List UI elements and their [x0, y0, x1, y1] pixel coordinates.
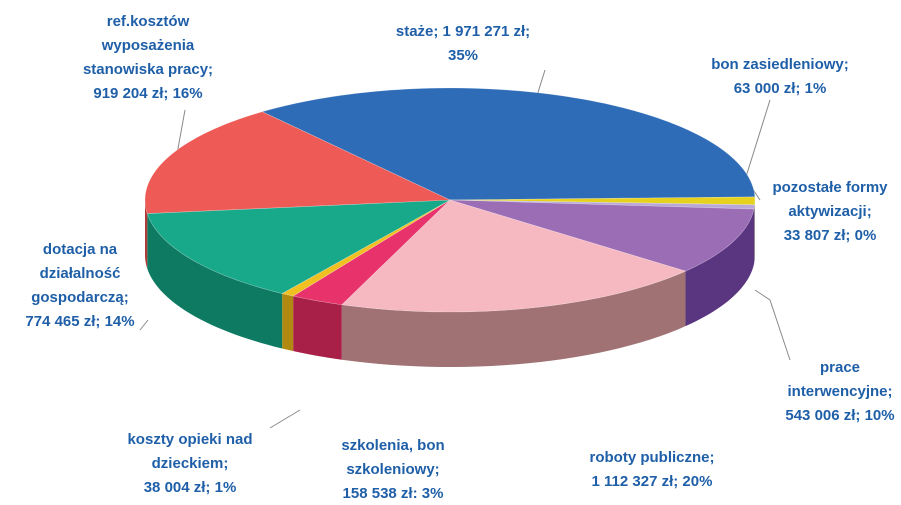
slice	[261, 87, 756, 201]
data-label: gospodarczą;	[31, 289, 129, 306]
data-label: 774 465 zł; 14%	[25, 313, 134, 330]
data-label: interwencyjne;	[787, 383, 892, 400]
slice-top	[146, 199, 451, 294]
data-label: bon zasiedleniowy;	[711, 56, 849, 73]
slice	[146, 199, 451, 349]
leader-line	[139, 319, 149, 331]
data-label: dzieckiem;	[152, 455, 229, 472]
slice-top	[261, 87, 756, 201]
data-label: prace	[820, 359, 860, 376]
data-label: 38 004 zł; 1%	[144, 479, 237, 496]
data-label: stanowiska pracy;	[83, 61, 213, 78]
data-label: dotacja na	[43, 241, 118, 258]
slice-side	[685, 209, 755, 327]
data-label: szkolenia, bon	[341, 437, 444, 454]
slice	[449, 199, 755, 327]
data-label: 33 807 zł; 0%	[784, 227, 877, 244]
slice-side	[341, 271, 686, 367]
slice-top	[341, 199, 687, 313]
slice	[281, 199, 451, 352]
data-label: koszty opieki nad	[127, 431, 252, 448]
slice-side	[282, 293, 294, 352]
data-label: 543 006 zł; 10%	[785, 407, 894, 424]
slice-side	[145, 200, 148, 269]
slice	[144, 111, 451, 269]
data-label: roboty publiczne;	[590, 449, 715, 466]
slice-side	[754, 204, 755, 265]
leader-line	[269, 409, 301, 429]
slice	[341, 199, 687, 367]
slice-top	[281, 199, 451, 297]
data-label: pozostałe formy	[772, 179, 888, 196]
data-label: 35%	[448, 47, 478, 64]
slice-top	[292, 199, 451, 306]
slice	[449, 196, 756, 260]
slice-top	[144, 111, 451, 214]
data-label: 919 204 zł; 16%	[93, 85, 202, 102]
leader-line	[744, 99, 771, 181]
data-label: działalność	[40, 265, 121, 282]
leader-line	[754, 289, 791, 361]
slice-top	[449, 199, 756, 210]
data-label: staże; 1 971 271 zł;	[396, 23, 530, 40]
slice-top	[449, 199, 755, 272]
slice-side	[293, 296, 342, 360]
data-label: 1 112 327 zł; 20%	[592, 473, 713, 490]
data-label: 158 538 zł: 3%	[343, 485, 444, 502]
slice	[449, 199, 756, 265]
data-label: wyposażenia	[101, 37, 195, 54]
data-label: szkoleniowy;	[346, 461, 439, 478]
slice-top	[449, 196, 756, 206]
data-label: ref.kosztów	[107, 13, 190, 30]
slice	[292, 199, 451, 360]
data-label: 63 000 zł; 1%	[734, 80, 827, 97]
data-label: aktywizacji;	[788, 203, 871, 220]
slice-side	[147, 213, 283, 349]
